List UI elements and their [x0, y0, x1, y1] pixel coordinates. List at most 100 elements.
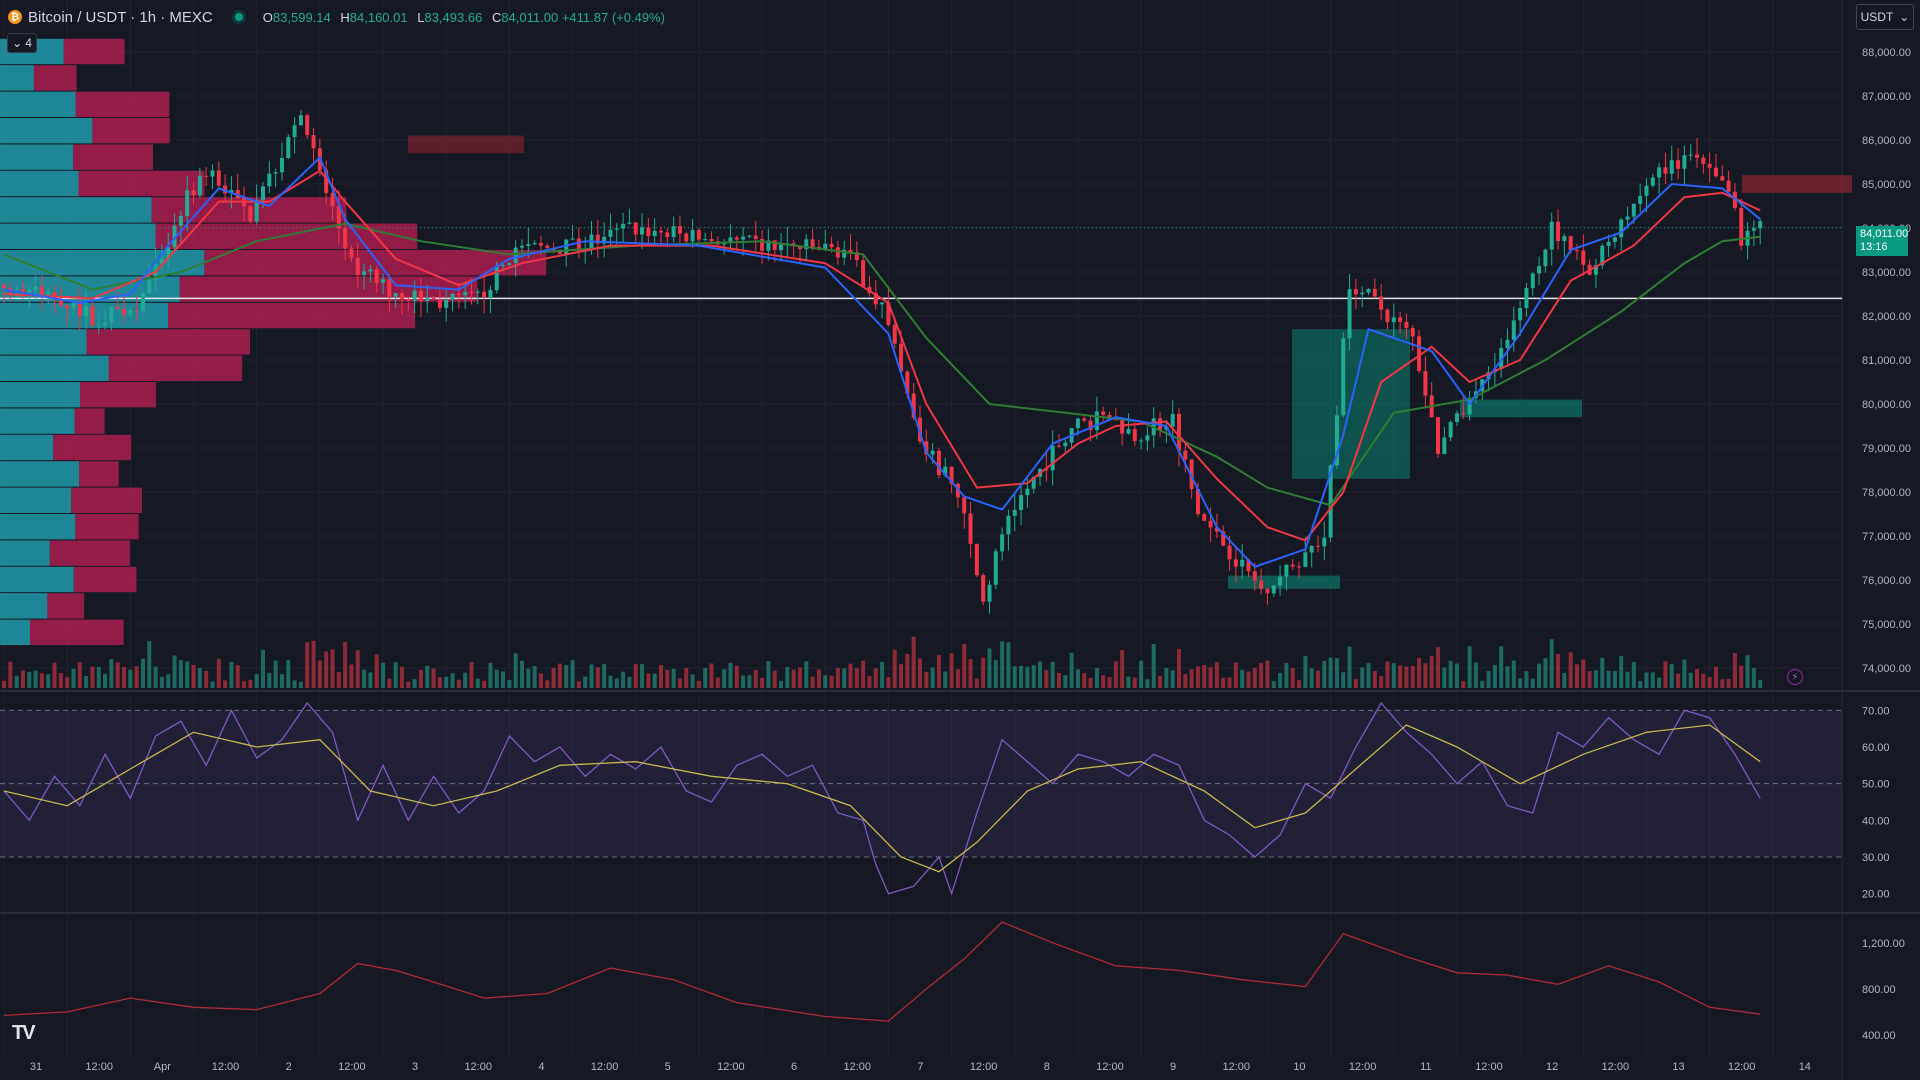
candle-body — [520, 245, 525, 248]
candle-body — [810, 239, 815, 248]
candle-body — [633, 222, 638, 235]
volume-bar — [1366, 663, 1371, 688]
candle-body — [1315, 545, 1320, 547]
volume-profile-bar — [71, 487, 143, 513]
price-axis-label: 87,000.00 — [1862, 91, 1911, 103]
volume-bar — [20, 670, 25, 688]
candle-body — [1303, 552, 1308, 568]
volume-profile-bar — [49, 540, 130, 566]
candle-body — [1126, 428, 1131, 434]
candle-body — [84, 305, 89, 317]
volume-bar — [1657, 677, 1662, 688]
volume-bar — [1006, 642, 1011, 688]
candle-body — [128, 310, 133, 315]
candle-body — [501, 265, 506, 267]
volume-bar — [760, 677, 765, 688]
candle-body — [27, 289, 32, 293]
candle-body — [1486, 372, 1491, 380]
candle-body — [1177, 413, 1182, 451]
volume-bar — [1227, 677, 1232, 688]
volume-bar — [1467, 646, 1472, 688]
volume-bar — [475, 678, 480, 688]
volume-bar — [1189, 669, 1194, 688]
indicators-toggle-button[interactable]: ⌄ 4 — [7, 33, 37, 53]
volume-profile-bar — [167, 302, 416, 329]
volume-bar — [627, 676, 632, 688]
volume-bar — [722, 669, 727, 688]
price-axis-label: 86,000.00 — [1862, 135, 1911, 147]
volume-bar — [892, 649, 897, 688]
candle-body — [399, 293, 404, 299]
candle-body — [279, 157, 284, 173]
candle-body — [1663, 167, 1668, 174]
volume-bar — [791, 669, 796, 688]
candle-body — [734, 237, 739, 240]
candle-body — [412, 290, 417, 301]
candle-body — [1461, 413, 1466, 415]
candle-body — [216, 170, 221, 186]
rsi-ma-line — [3, 724, 1761, 873]
volume-bar — [317, 660, 322, 688]
candle-body — [741, 236, 746, 240]
candle-body — [431, 297, 436, 300]
volume-bar — [292, 680, 297, 688]
volume-bar — [1170, 670, 1175, 688]
volume-bar — [153, 666, 158, 688]
volume-profile-bar — [33, 65, 77, 91]
volume-bar — [1315, 670, 1320, 688]
volume-bar — [658, 665, 663, 688]
volume-bar — [115, 662, 120, 688]
currency-button[interactable]: USDT ⌄ — [1856, 4, 1914, 30]
volume-bar — [741, 675, 746, 688]
volume-bar — [974, 678, 979, 688]
volume-bar — [362, 669, 367, 688]
volume-profile-bar — [0, 514, 76, 540]
candle-body — [444, 299, 449, 308]
candle-body — [1606, 241, 1611, 246]
candle-body — [1366, 288, 1371, 293]
volume-profile-bar — [75, 514, 139, 540]
volume-bar — [924, 671, 929, 688]
candle-body — [425, 297, 430, 301]
rsi-axis-label: 20.00 — [1862, 889, 1890, 901]
volume-bar — [381, 662, 386, 688]
symbol-title[interactable]: Bitcoin / USDT · 1h · MEXC — [28, 8, 213, 26]
candle-body — [760, 239, 765, 251]
currency-label: USDT — [1860, 10, 1894, 24]
candle-body — [1139, 440, 1144, 442]
candle-body — [1701, 157, 1706, 164]
time-axis-label: 10 — [1293, 1061, 1305, 1073]
volume-bar — [886, 677, 891, 688]
supply-zone — [1742, 175, 1852, 193]
volume-bar — [1309, 668, 1314, 688]
volume-bar — [848, 663, 853, 688]
volume-profile-bar — [0, 170, 79, 197]
volume-bar — [918, 658, 922, 688]
candle-body — [753, 235, 758, 240]
candle-body — [374, 269, 379, 283]
candle-body — [1600, 245, 1605, 266]
candle-body — [109, 307, 114, 323]
volume-bar — [646, 673, 651, 688]
candle-body — [1183, 450, 1188, 460]
volume-bar — [1063, 675, 1068, 688]
volume-bar — [254, 674, 259, 688]
candle-body — [1025, 488, 1030, 496]
volume-profile-bar — [0, 487, 72, 513]
candle-body — [204, 175, 209, 177]
volume-bar — [1082, 673, 1087, 688]
volume-bar — [1707, 677, 1712, 688]
time-axis-label: 11 — [1420, 1061, 1431, 1073]
volume-bar — [1480, 680, 1485, 688]
volume-bar — [595, 667, 600, 688]
volume-bar — [936, 655, 941, 688]
candle-body — [33, 286, 38, 290]
candle-body — [437, 299, 442, 308]
volume-bar — [1126, 676, 1131, 688]
volume-bar — [33, 670, 38, 688]
lightning-alert-icon[interactable]: ⚡ — [1787, 669, 1803, 685]
volume-bar — [1524, 671, 1529, 688]
volume-bar — [633, 664, 638, 688]
volume-bar — [1328, 657, 1333, 688]
